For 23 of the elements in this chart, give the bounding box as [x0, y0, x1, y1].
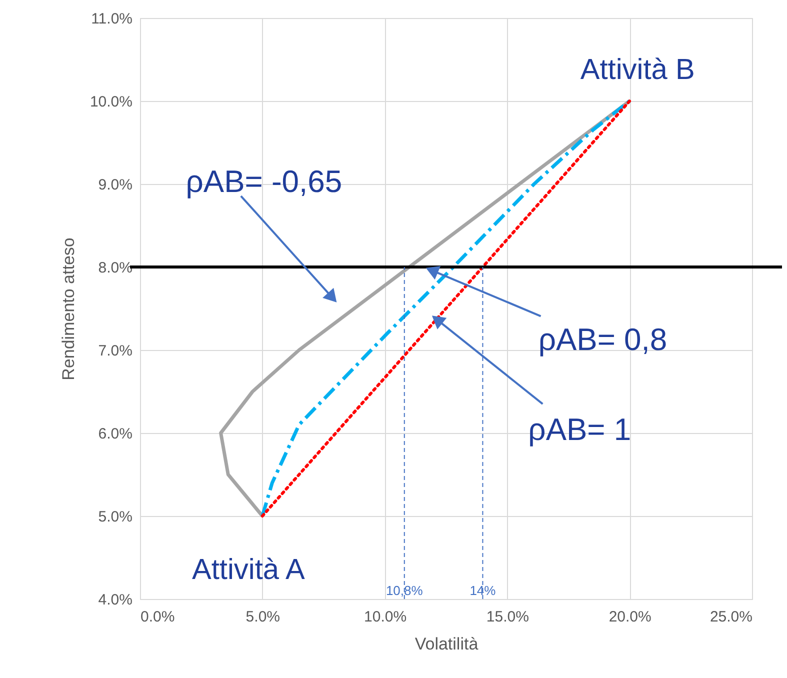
- ref-line-label: 14%: [470, 583, 496, 598]
- x-tick-label: 5.0%: [246, 608, 280, 626]
- y-tick-label: 9.0%: [98, 176, 132, 194]
- x-axis-title: Volatilità: [414, 634, 479, 654]
- annotation: Attività A: [192, 554, 306, 586]
- annotation: ρAB= 1: [528, 412, 632, 447]
- y-tick-label: 11.0%: [91, 10, 132, 28]
- y-tick-label: 7.0%: [98, 342, 132, 360]
- x-tick-label: 10.0%: [364, 608, 407, 626]
- y-tick-label: 8.0%: [98, 260, 132, 276]
- x-tick-label: 15.0%: [486, 608, 529, 626]
- annotation: ρAB= -0,65: [186, 164, 342, 200]
- x-tick-label: 0.0%: [140, 608, 175, 626]
- ref-line-label: 10,8%: [386, 583, 424, 598]
- y-tick-label: 4.0%: [98, 592, 132, 608]
- annotation: Attività B: [580, 54, 695, 86]
- y-tick-label: 10.0%: [90, 94, 132, 110]
- y-tick-label: 6.0%: [98, 426, 132, 442]
- x-tick-label: 25.0%: [710, 608, 752, 626]
- x-tick-label: 20.0%: [608, 608, 652, 626]
- y-axis-title: Rendimento atteso: [58, 238, 78, 380]
- y-tick-label: 5.0%: [98, 508, 132, 526]
- annotation: ρAB= 0,8: [538, 322, 668, 358]
